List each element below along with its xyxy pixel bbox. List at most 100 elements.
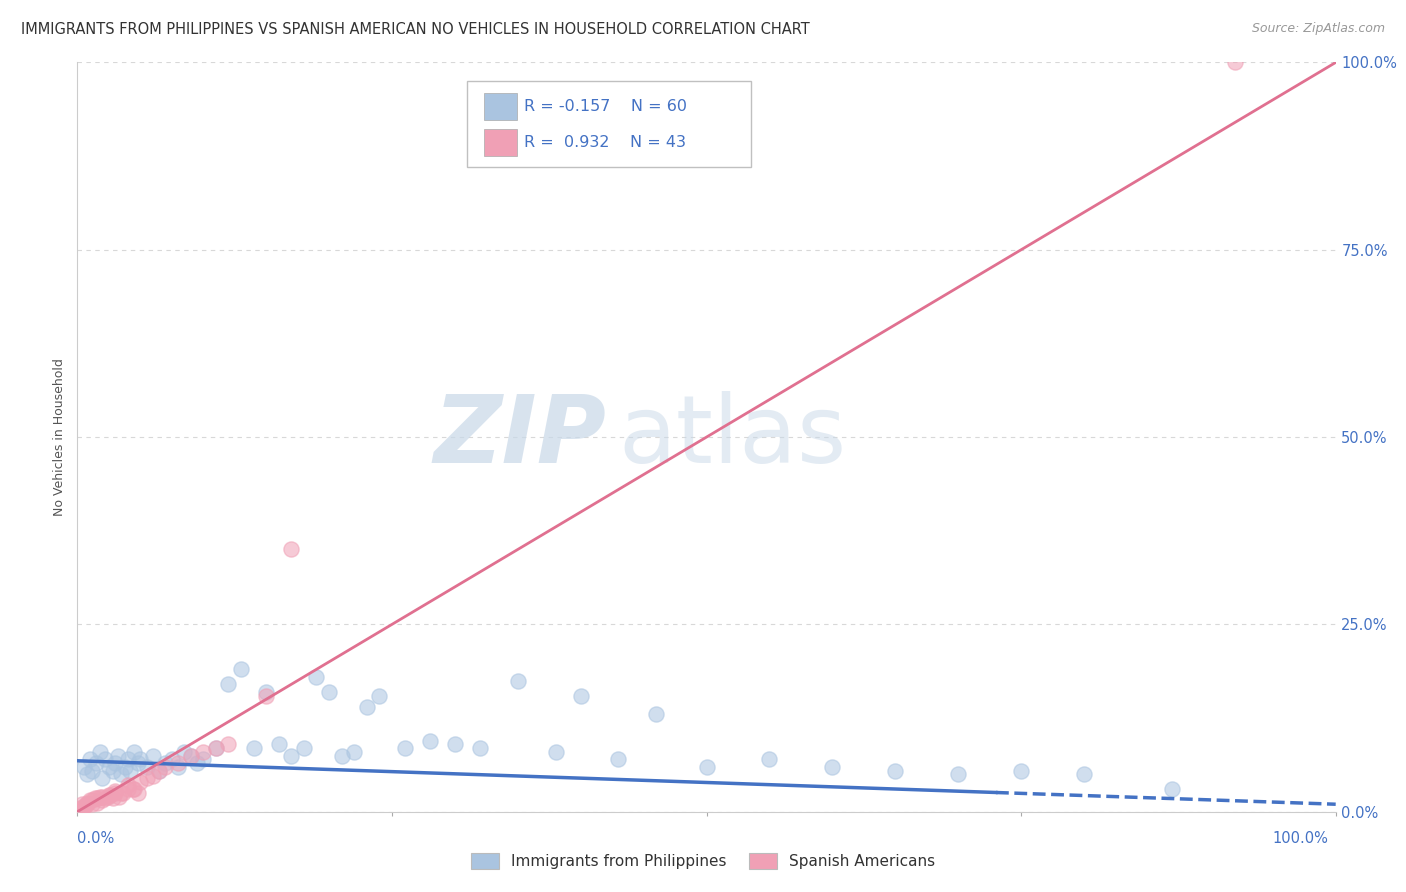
Point [84,756,107,770]
Point [758,752,780,766]
Point [121,782,143,797]
Point [173,745,195,759]
Point [160,752,183,766]
FancyBboxPatch shape [484,93,516,120]
Point [569,689,592,703]
Point [645,707,668,722]
Point [104,783,127,797]
Point [84,791,107,805]
Point [419,733,441,747]
Point [318,685,340,699]
Point [120,764,142,778]
Point [107,748,129,763]
Point [127,786,149,800]
Point [191,752,215,766]
Point [1223,55,1246,70]
Point [82,764,104,778]
Point [506,673,529,688]
Point [696,760,718,774]
Point [1010,764,1032,778]
Point [356,699,378,714]
Point [280,542,302,557]
Text: IMMIGRANTS FROM PHILIPPINES VS SPANISH AMERICAN NO VEHICLES IN HOUSEHOLD CORRELA: IMMIGRANTS FROM PHILIPPINES VS SPANISH A… [21,22,810,37]
Point [89,789,111,804]
Text: R =  0.932    N = 43: R = 0.932 N = 43 [524,135,686,150]
Text: R = -0.157    N = 60: R = -0.157 N = 60 [524,99,688,114]
Point [330,748,353,763]
Point [73,798,96,813]
Point [186,756,208,770]
Point [86,796,108,810]
Point [111,786,134,800]
Point [544,745,567,759]
Point [191,745,215,759]
Point [292,741,315,756]
Point [148,764,170,778]
Point [204,741,226,756]
Point [1073,767,1095,781]
Point [104,756,127,770]
Point [167,756,190,770]
Point [91,771,114,785]
Point [94,791,117,805]
Legend: Immigrants from Philippines, Spanish Americans: Immigrants from Philippines, Spanish Ame… [465,847,941,875]
Point [104,786,127,800]
Point [217,677,239,691]
Text: 100.0%: 100.0% [1272,831,1329,846]
Point [142,769,165,783]
Point [180,748,202,763]
Point [98,789,121,803]
Point [343,745,366,759]
Y-axis label: No Vehicles in Household: No Vehicles in Household [52,359,66,516]
Point [91,789,114,804]
Point [76,797,98,812]
Point [101,764,124,778]
Point [108,789,131,804]
Point [97,789,120,803]
Point [110,767,132,781]
Point [86,791,108,805]
Point [204,741,226,756]
Point [129,774,152,789]
Point [142,748,165,763]
Point [135,760,157,774]
Text: ZIP: ZIP [433,391,606,483]
Point [110,786,132,800]
Point [89,745,111,759]
Point [82,797,104,812]
Point [122,782,145,797]
Point [79,752,101,766]
FancyBboxPatch shape [467,81,751,168]
Point [117,782,139,797]
Point [821,760,844,774]
Point [72,798,94,813]
Point [129,752,152,766]
Point [180,748,202,763]
Point [884,764,907,778]
Point [444,737,467,751]
Point [468,741,491,756]
Point [217,737,239,751]
Point [155,756,177,770]
Point [229,662,252,676]
Point [135,771,157,785]
Point [267,737,290,751]
Point [280,748,302,763]
Point [94,752,117,766]
Point [79,793,101,807]
Point [117,752,139,766]
Point [76,796,98,810]
Point [72,797,94,812]
Point [69,801,91,815]
Point [305,670,328,684]
Point [607,752,630,766]
Point [122,745,145,759]
Point [254,689,277,703]
Text: 0.0%: 0.0% [77,831,114,846]
Point [114,760,136,774]
Point [948,767,970,781]
Point [167,760,190,774]
Point [155,760,177,774]
Point [394,741,416,756]
Text: atlas: atlas [619,391,846,483]
